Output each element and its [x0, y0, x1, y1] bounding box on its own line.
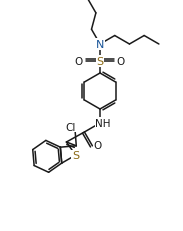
Text: S: S: [72, 150, 79, 160]
Text: NH: NH: [95, 119, 111, 128]
Text: O: O: [75, 57, 83, 67]
Text: Cl: Cl: [66, 122, 76, 132]
Text: N: N: [96, 40, 104, 50]
Text: O: O: [117, 57, 125, 67]
Text: S: S: [96, 57, 104, 67]
Text: O: O: [93, 140, 102, 150]
